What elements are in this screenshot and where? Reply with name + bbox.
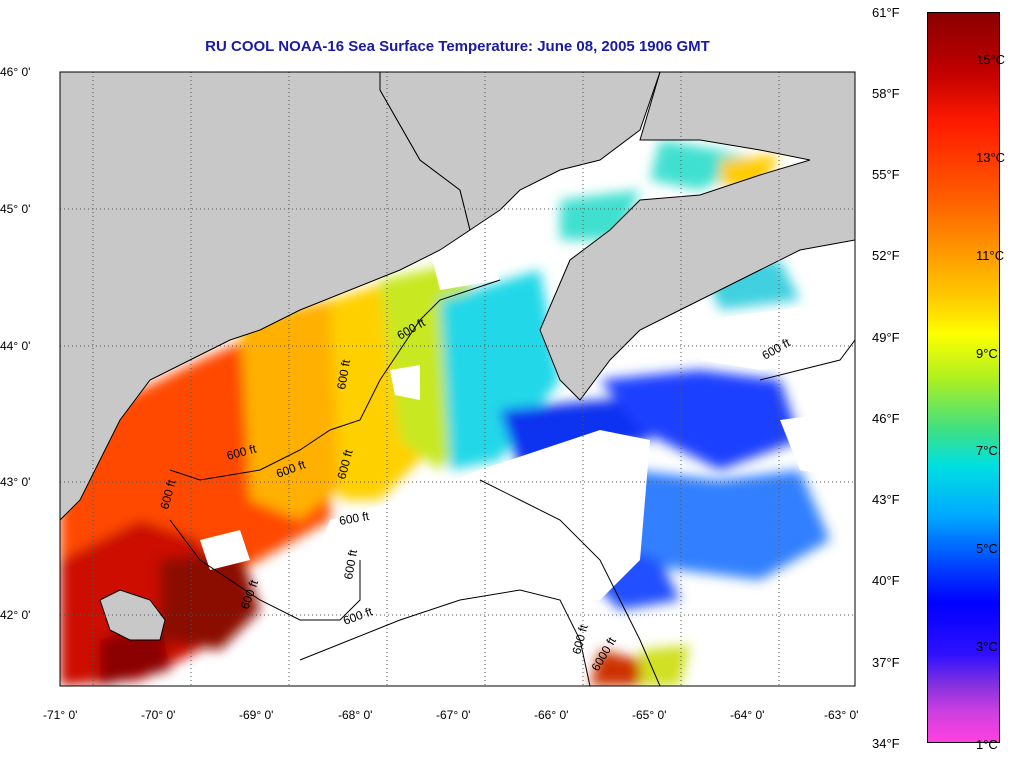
lat-tick-label: 45° 0' [0, 202, 30, 216]
lon-tick-label: -68° 0' [338, 708, 372, 722]
cloud-mask [200, 240, 855, 640]
lon-tick-label: -67° 0' [436, 708, 470, 722]
lon-tick-label: -70° 0' [141, 708, 175, 722]
lat-tick-label: 44° 0' [0, 339, 30, 353]
colorbar-f-label: 46°F [872, 411, 900, 426]
colorbar-f-label: 43°F [872, 492, 900, 507]
lon-tick-label: -66° 0' [534, 708, 568, 722]
lon-tick-label: -65° 0' [632, 708, 666, 722]
lon-tick-label: -63° 0' [824, 708, 858, 722]
colorbar-f-label: 37°F [872, 655, 900, 670]
map-title: RU COOL NOAA-16 Sea Surface Temperature:… [205, 38, 710, 55]
colorbar-c-label: 13°C [976, 150, 1006, 165]
colorbar-c-label: 1°C [976, 737, 998, 752]
map-border [59, 71, 856, 687]
colorbar-f-label: 34°F [872, 736, 900, 751]
lat-tick-label: 42° 0' [0, 608, 30, 622]
land [60, 72, 855, 641]
lon-tick-label: -69° 0' [239, 708, 273, 722]
colorbar-c-label: 5°C [976, 541, 998, 556]
colorbar-f-label: 58°F [872, 86, 900, 101]
contour-label: 600 ft [334, 358, 353, 391]
colorbar-c-label: 15°C [976, 52, 1006, 67]
colorbar-c-label: 9°C [976, 346, 998, 361]
colorbar-f-label: 52°F [872, 248, 900, 263]
colorbar-c-label: 11°C [976, 248, 1005, 263]
colorbar-f-label: 49°F [872, 330, 900, 345]
lat-tick-label: 43° 0' [0, 475, 30, 489]
lon-tick-label: -71° 0' [43, 708, 77, 722]
colorbar-f-label: 61°F [872, 5, 900, 20]
sst-field [60, 140, 830, 686]
temperature-colorbar [927, 12, 1000, 743]
colorbar-c-label: 7°C [976, 443, 998, 458]
contour-label: 600 ft [338, 509, 371, 528]
lat-tick-label: 46° 0' [0, 65, 30, 79]
colorbar-c-label: 3°C [976, 639, 998, 654]
contour-label: 600 ft [341, 548, 360, 581]
lon-tick-label: -64° 0' [730, 708, 764, 722]
colorbar-f-label: 40°F [872, 573, 900, 588]
colorbar-f-label: 55°F [872, 167, 900, 182]
longitude-axis: -71° 0' -70° 0' -69° 0' -68° 0' -67° 0' … [43, 708, 858, 722]
latitude-axis: 46° 0' 45° 0' 44° 0' 43° 0' 42° 0' [0, 65, 30, 622]
depth-contours [169, 279, 855, 686]
